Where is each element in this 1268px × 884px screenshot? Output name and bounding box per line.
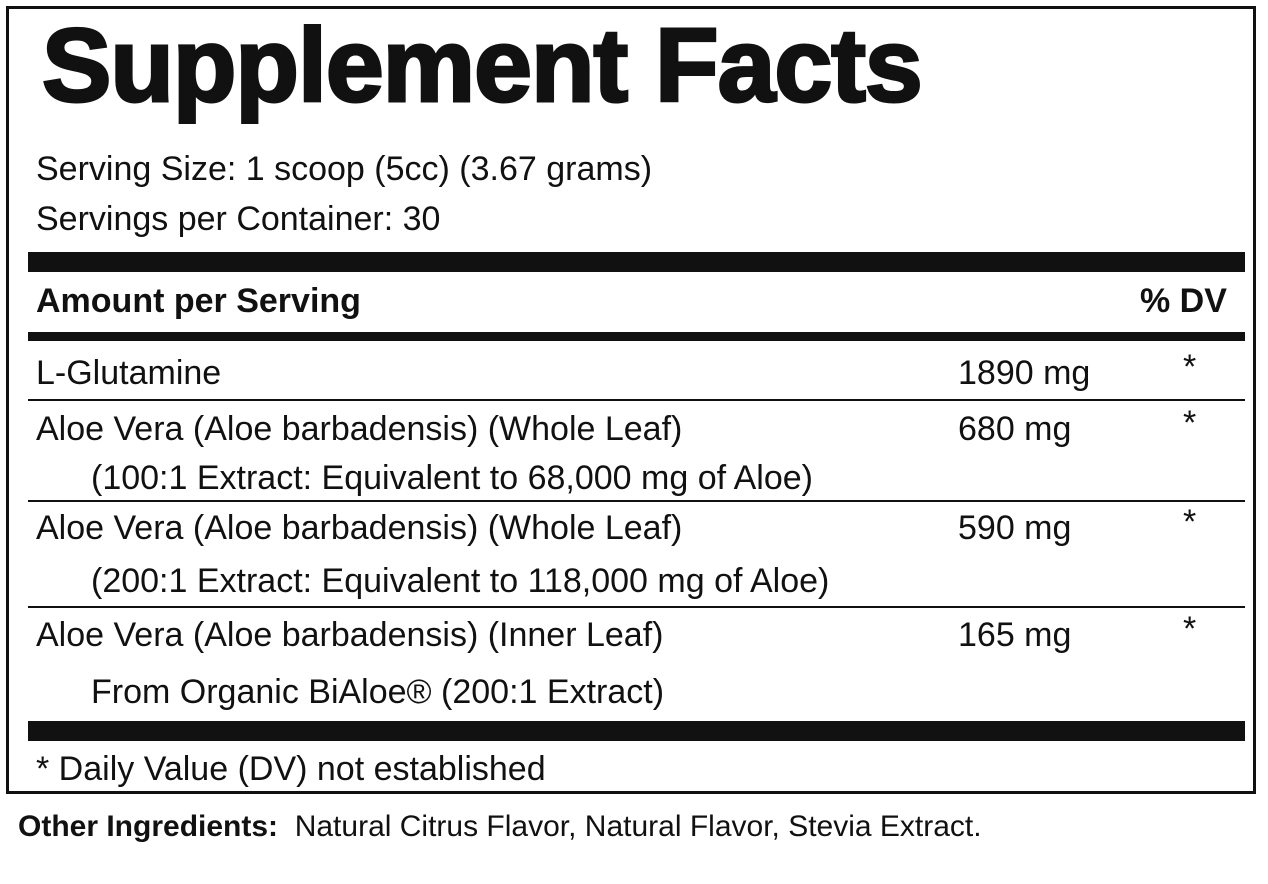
row-divider [28, 399, 1245, 401]
thick-divider-top [28, 252, 1245, 272]
row-divider [28, 500, 1245, 502]
row-2-name: Aloe Vera (Aloe barbadensis) (Whole Leaf… [36, 410, 683, 448]
row-1-amount: 1890 mg [958, 354, 1091, 392]
row-2-dv: * [1183, 404, 1197, 442]
amount-per-serving-header: Amount per Serving [36, 282, 361, 320]
row-divider [28, 606, 1245, 608]
servings-per-container: Servings per Container: 30 [36, 200, 441, 238]
serving-size: Serving Size: 1 scoop (5cc) (3.67 grams) [36, 150, 653, 188]
medium-divider [28, 332, 1245, 341]
other-ingredients-text: Natural Citrus Flavor, Natural Flavor, S… [294, 810, 982, 843]
row-3-name: Aloe Vera (Aloe barbadensis) (Whole Leaf… [36, 509, 683, 547]
row-3-sub: (200:1 Extract: Equivalent to 118,000 mg… [91, 562, 830, 600]
thick-divider-bottom [28, 721, 1245, 741]
other-ingredients: Other Ingredients: Natural Citrus Flavor… [18, 810, 982, 844]
row-3-amount: 590 mg [958, 509, 1072, 547]
other-ingredients-label: Other Ingredients: [18, 810, 279, 843]
supplement-facts-panel [6, 6, 1256, 794]
panel-title: Supplement Facts [41, 8, 925, 124]
row-1-dv: * [1183, 348, 1197, 386]
dv-header: % DV [1140, 282, 1227, 320]
row-3-dv: * [1183, 503, 1197, 541]
row-4-amount: 165 mg [958, 616, 1072, 654]
row-1-name: L-Glutamine [36, 354, 222, 392]
row-4-name: Aloe Vera (Aloe barbadensis) (Inner Leaf… [36, 616, 664, 654]
row-4-sub: From Organic BiAloe® (200:1 Extract) [91, 673, 665, 711]
row-4-dv: * [1183, 610, 1197, 648]
row-2-sub: (100:1 Extract: Equivalent to 68,000 mg … [91, 459, 813, 497]
dv-footnote: * Daily Value (DV) not established [36, 750, 546, 788]
row-2-amount: 680 mg [958, 410, 1072, 448]
